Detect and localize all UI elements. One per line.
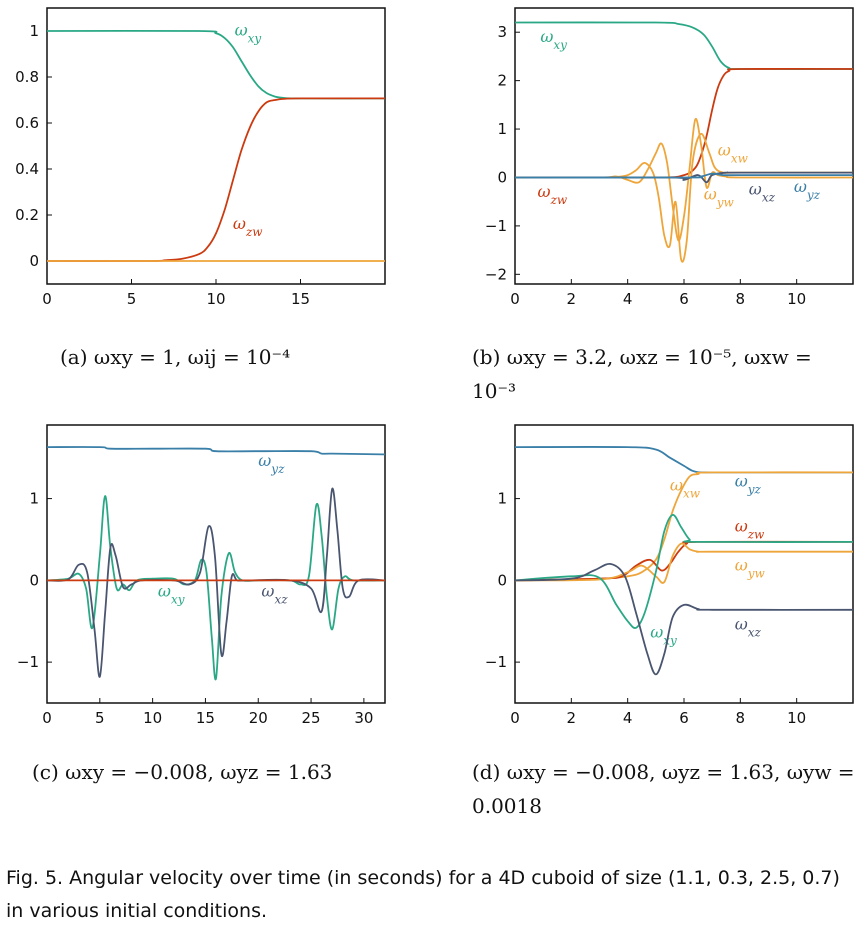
series-b-3 xyxy=(514,132,853,263)
series-label-b-4: ωxz xyxy=(749,179,776,204)
series-d-4 xyxy=(514,514,854,629)
figure-caption: Fig. 5. Angular velocity over time (in s… xyxy=(6,867,840,922)
series-label-d-3: ωyw xyxy=(735,556,766,581)
series-label-d-2: ωzw xyxy=(735,516,765,541)
x-tick-label-b-4: 8 xyxy=(736,290,746,308)
y-tick-label-a-4: 0.8 xyxy=(15,68,39,86)
series-label-c-0: ωyz xyxy=(258,451,285,476)
series-label-d-0: ωyz xyxy=(735,471,762,496)
caption-c: (c) ωxy = −0.008, ωyz = 1.63 xyxy=(32,760,333,784)
series-label-d-5: ωxz xyxy=(735,614,762,639)
caption-a: (a) ωxy = 1, ωij = 10⁻⁴ xyxy=(60,345,291,369)
x-tick-label-a-1: 5 xyxy=(127,290,137,308)
series-c-0 xyxy=(46,446,386,456)
series-c-1 xyxy=(46,495,386,681)
series-label-c-2: ωxz xyxy=(261,582,288,607)
y-tick-label-a-0: 0 xyxy=(29,252,39,270)
y-tick-label-b-3: 1 xyxy=(497,120,507,138)
x-tick-label-b-5: 10 xyxy=(787,290,806,308)
series-label-a-1: ωzw xyxy=(233,214,263,239)
x-tick-label-b-3: 6 xyxy=(679,290,689,308)
series-label-c-1: ωxy xyxy=(158,582,185,607)
y-tick-label-b-5: 3 xyxy=(497,23,507,41)
series-a-1 xyxy=(46,97,386,262)
y-tick-label-b-2: 0 xyxy=(497,168,507,186)
y-tick-label-a-5: 1 xyxy=(29,22,39,40)
series-label-b-5: ωyz xyxy=(794,177,821,202)
series-label-b-3: ωyw xyxy=(704,184,735,209)
y-tick-label-a-2: 0.4 xyxy=(15,160,39,178)
plot-frame-c xyxy=(46,424,386,704)
y-tick-label-a-1: 0.2 xyxy=(15,206,39,224)
series-c-2 xyxy=(46,487,386,678)
y-tick-label-c-1: 0 xyxy=(29,571,39,589)
x-tick-label-d-3: 6 xyxy=(679,709,689,727)
x-tick-label-d-5: 10 xyxy=(787,709,806,727)
y-tick-label-b-0: −2 xyxy=(485,265,507,283)
x-tick-label-c-6: 30 xyxy=(354,709,373,727)
y-tick-label-b-4: 2 xyxy=(497,72,507,90)
y-tick-label-c-0: −1 xyxy=(17,653,39,671)
caption-d: (d) ωxy = −0.008, ωyz = 1.63, ωyw = 0.00… xyxy=(472,760,855,818)
x-tick-label-c-2: 10 xyxy=(143,709,162,727)
x-tick-label-d-0: 0 xyxy=(510,709,520,727)
x-tick-label-d-4: 8 xyxy=(736,709,746,727)
plot-frame-a xyxy=(46,7,386,285)
series-label-d-4: ωxy xyxy=(650,623,677,648)
x-tick-label-d-2: 4 xyxy=(623,709,633,727)
x-tick-label-b-0: 0 xyxy=(510,290,520,308)
x-tick-label-c-5: 25 xyxy=(302,709,321,727)
x-tick-label-a-0: 0 xyxy=(42,290,52,308)
series-label-a-0: ωxy xyxy=(235,21,262,46)
series-a-0 xyxy=(46,29,386,100)
x-tick-label-c-3: 15 xyxy=(196,709,215,727)
series-label-b-2: ωxw xyxy=(718,141,749,166)
y-tick-label-d-1: 0 xyxy=(497,571,507,589)
series-d-2 xyxy=(514,540,854,582)
x-tick-label-a-3: 15 xyxy=(291,290,310,308)
x-tick-label-b-1: 2 xyxy=(567,290,577,308)
x-tick-label-a-2: 10 xyxy=(206,290,225,308)
x-tick-label-c-0: 0 xyxy=(42,709,52,727)
y-tick-label-a-3: 0.6 xyxy=(15,114,39,132)
x-tick-label-b-2: 4 xyxy=(623,290,633,308)
x-tick-label-c-1: 5 xyxy=(95,709,105,727)
y-tick-label-d-0: −1 xyxy=(485,653,507,671)
y-tick-label-c-2: 1 xyxy=(29,490,39,508)
series-label-d-1: ωxw xyxy=(670,475,701,500)
series-d-1 xyxy=(514,471,854,582)
series-b-5 xyxy=(514,172,853,179)
series-label-b-0: ωxy xyxy=(540,27,567,52)
x-tick-label-d-1: 2 xyxy=(567,709,577,727)
y-tick-label-b-1: −1 xyxy=(485,217,507,235)
series-b-1 xyxy=(514,67,854,179)
y-tick-label-d-2: 1 xyxy=(497,490,507,508)
series-d-0 xyxy=(514,446,853,474)
series-label-b-1: ωzw xyxy=(538,182,568,207)
caption-b: (b) ωxy = 3.2, ωxz = 10⁻⁵, ωxw = 10⁻³ xyxy=(472,345,812,403)
x-tick-label-c-4: 20 xyxy=(249,709,268,727)
series-d-5 xyxy=(514,562,854,676)
